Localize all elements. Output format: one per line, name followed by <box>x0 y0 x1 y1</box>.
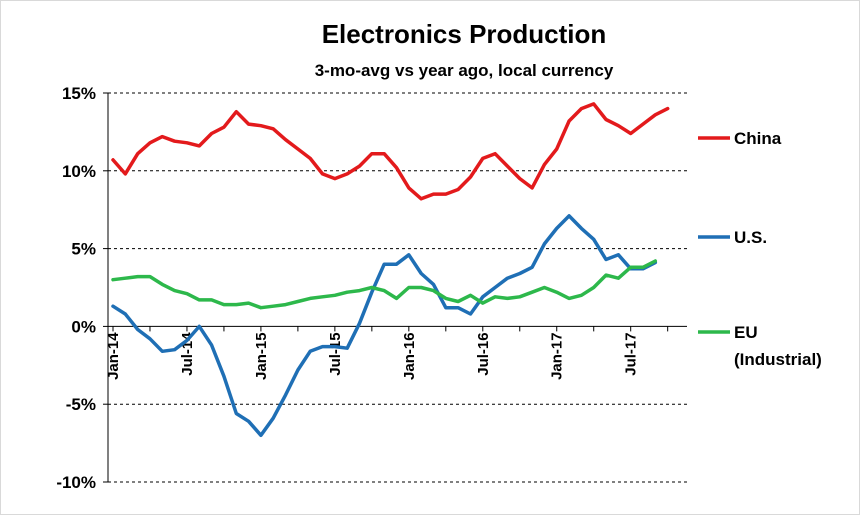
legend-label: U.S. <box>734 228 767 247</box>
y-tick-label: 0% <box>71 317 96 336</box>
legend-label: China <box>734 129 782 148</box>
legend-label: EU <box>734 323 758 342</box>
x-tick-label: Jan-16 <box>401 332 418 380</box>
y-tick-label: -10% <box>56 473 96 492</box>
chart-title: Electronics Production <box>322 19 607 49</box>
x-tick-label: Jan-14 <box>105 332 122 380</box>
series-line-0 <box>111 102 670 201</box>
chart-subtitle: 3-mo-avg vs year ago, local currency <box>315 61 614 80</box>
legend-label: (Industrial) <box>734 350 822 369</box>
series-lines <box>111 102 670 438</box>
gridlines <box>108 92 687 483</box>
series-line-2 <box>111 259 658 310</box>
y-tick-label: 15% <box>62 84 96 103</box>
legend: China U.S. EU (Industrial) <box>698 129 822 369</box>
y-tick-label: -5% <box>66 395 96 414</box>
x-tick-label: Jan-17 <box>549 332 566 380</box>
x-tick-label: Jul-17 <box>623 332 640 375</box>
y-tick-label: 10% <box>62 162 96 181</box>
y-axis: 15% 10% 5% 0% -5% -10% <box>56 84 109 492</box>
x-tick-label: Jul-16 <box>475 332 492 375</box>
y-tick-label: 5% <box>71 240 96 259</box>
x-axis: Jan-14 Jul-14 Jan-15 Jul-15 Jan-16 Jul-16 Jan-… <box>105 325 687 380</box>
x-tick-label: Jul-15 <box>327 332 344 375</box>
x-tick-label: Jan-15 <box>253 332 270 380</box>
series-line-1 <box>111 214 658 438</box>
